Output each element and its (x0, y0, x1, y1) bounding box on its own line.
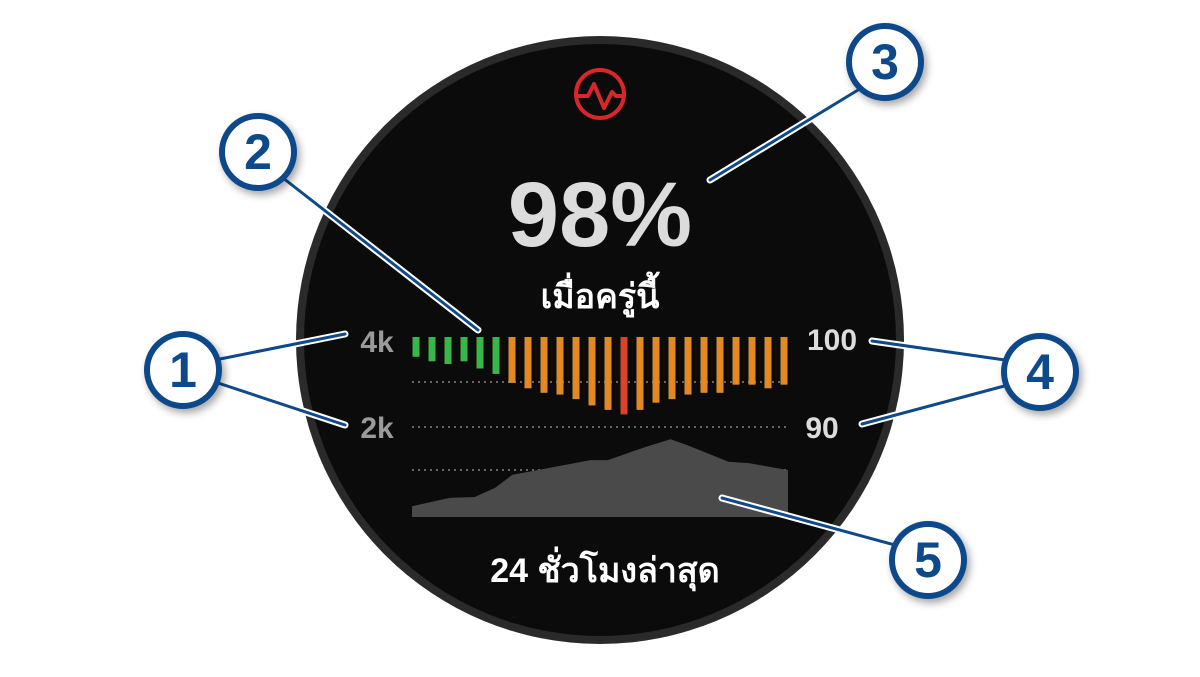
spo2-bar (620, 337, 628, 415)
callout-1: 1 (144, 331, 222, 409)
spo2-tick-90: 90 (805, 412, 838, 445)
callout-number: 4 (1026, 344, 1054, 400)
spo2-bar (588, 337, 596, 406)
spo2-bar-chart (412, 337, 788, 415)
spo2-bar (780, 337, 788, 385)
spo2-bar (684, 337, 692, 395)
callout-3: 3 (846, 23, 924, 101)
altitude-area (412, 439, 788, 517)
spo2-bar (748, 337, 756, 385)
spo2-bar (668, 337, 676, 400)
spo2-bar (412, 337, 420, 357)
spo2-bar (556, 337, 564, 395)
spo2-bar (492, 337, 500, 374)
spo2-bar (700, 337, 708, 393)
spo2-bar (572, 337, 580, 400)
callout-lines (211, 86, 1012, 549)
callouts: 1 2 3 4 5 (144, 23, 1079, 599)
spo2-bar (652, 337, 660, 403)
spo2-bar (524, 337, 532, 389)
callout-number: 5 (914, 532, 942, 588)
callout-number: 2 (244, 124, 272, 180)
spo2-bar (604, 337, 612, 410)
callout-circle (1001, 333, 1079, 411)
spo2-bar (460, 337, 468, 362)
callout-4: 4 (1001, 333, 1079, 411)
callout-circle (219, 113, 297, 191)
spo2-bar (428, 337, 436, 362)
spo2-bar (444, 337, 452, 364)
callout-number: 1 (169, 342, 197, 398)
altitude-tick-2k: 2k (360, 412, 394, 445)
spo2-value: 98% (508, 164, 692, 266)
altitude-area-chart (412, 439, 788, 517)
spo2-tick-100: 100 (807, 324, 857, 357)
spo2-bar (476, 337, 484, 369)
spo2-bar (540, 337, 548, 393)
callout-2: 2 (219, 113, 297, 191)
spo2-bar (508, 337, 516, 383)
spo2-bar (716, 337, 724, 393)
period-label: 24 ชั่วโมงล่าสุด (490, 546, 719, 592)
altitude-tick-4k: 4k (360, 326, 394, 359)
reading-time-label: เมื่อครู่นี้ (541, 271, 660, 318)
spo2-bar (732, 337, 740, 385)
spo2-bar (764, 337, 772, 389)
callout-number: 3 (871, 34, 899, 90)
callout-circle (846, 23, 924, 101)
pulse-ox-icon (574, 68, 626, 120)
callout-circle (889, 521, 967, 599)
spo2-bar (636, 337, 644, 410)
callout-5: 5 (889, 521, 967, 599)
callout-circle (144, 331, 222, 409)
